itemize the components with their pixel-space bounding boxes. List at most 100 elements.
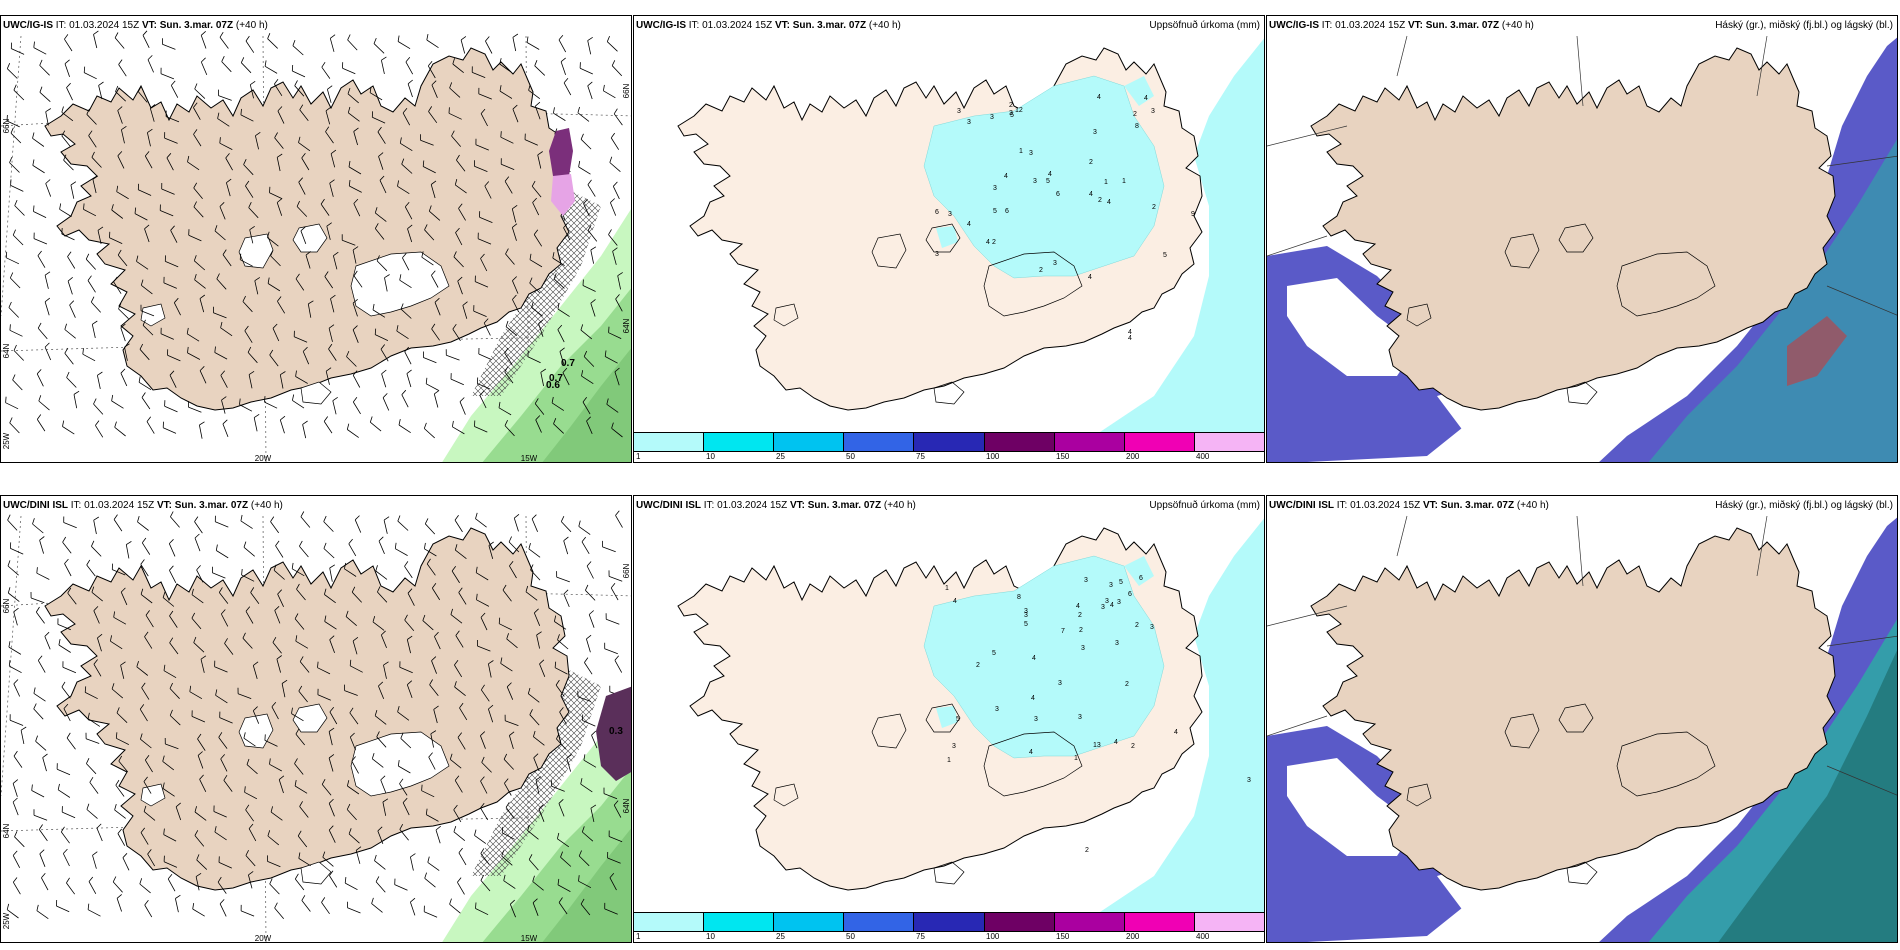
wind-barb bbox=[377, 826, 384, 845]
precip-value: 4 bbox=[1144, 95, 1148, 102]
wind-barb bbox=[63, 516, 77, 529]
wind-barb bbox=[503, 753, 514, 770]
wind-barb bbox=[538, 319, 544, 337]
panel-bottom-wind: 0.3 20W 15W 66N 64N 25W 66N 64N UWC/DINI ISL IT:… bbox=[0, 495, 632, 943]
glacier-outline bbox=[1566, 861, 1598, 885]
glacier-outline bbox=[933, 861, 965, 885]
wind-barb bbox=[62, 536, 72, 554]
init-time: IT: 01.03.2024 15Z bbox=[53, 20, 142, 31]
wind-barb bbox=[586, 416, 593, 434]
wind-barb bbox=[33, 703, 44, 720]
wind-barb bbox=[220, 609, 229, 627]
wind-barb bbox=[242, 632, 253, 649]
wind-barb bbox=[194, 516, 203, 534]
colorbar-segment bbox=[774, 433, 845, 451]
colorbar-tick-label: 10 bbox=[706, 452, 715, 461]
wind-barb bbox=[13, 344, 24, 361]
wind-barb bbox=[529, 253, 543, 268]
precip-value: 5 bbox=[1163, 252, 1167, 259]
wind-barb bbox=[90, 296, 101, 313]
wind-barb bbox=[434, 631, 441, 650]
colorbar-tick-label: 10 bbox=[706, 932, 715, 941]
glacier-outline bbox=[773, 303, 799, 327]
wind-barb bbox=[162, 421, 177, 434]
wind-barb bbox=[614, 655, 623, 673]
wind-barb bbox=[333, 251, 339, 270]
wind-barb bbox=[590, 246, 597, 264]
wind-barb bbox=[214, 225, 226, 241]
wind-barb bbox=[219, 711, 233, 724]
wind-barb bbox=[138, 376, 152, 391]
wind-barb bbox=[69, 300, 76, 318]
wind-barb bbox=[330, 149, 337, 168]
wind-barb bbox=[458, 847, 467, 866]
wind-barb bbox=[115, 779, 125, 797]
wind-barb bbox=[581, 370, 594, 385]
wind-barb bbox=[606, 35, 618, 52]
precip-value: 4 bbox=[1114, 739, 1118, 746]
wind-barb bbox=[87, 712, 101, 727]
wind-barb bbox=[144, 151, 153, 169]
wind-barb bbox=[70, 181, 77, 199]
precip-cell bbox=[596, 686, 631, 781]
glacier-outline bbox=[1558, 223, 1594, 253]
wind-barb bbox=[377, 586, 388, 603]
wind-barb bbox=[295, 273, 305, 291]
wind-barb bbox=[281, 679, 288, 698]
wind-barb bbox=[324, 615, 337, 630]
wind-barb bbox=[193, 102, 201, 120]
precip-value: 4 bbox=[986, 239, 990, 246]
glacier-outline bbox=[983, 731, 1083, 797]
colorbar-segment bbox=[634, 433, 705, 451]
wind-barb bbox=[164, 132, 178, 144]
wind-barb bbox=[274, 606, 281, 624]
wind-barb bbox=[604, 350, 618, 364]
wind-barb bbox=[424, 518, 436, 535]
wind-barb bbox=[397, 180, 410, 195]
panel-header: UWC/IG-IS IT: 01.03.2024 15Z VT: Sun. 3.… bbox=[636, 20, 901, 31]
wind-barb bbox=[10, 127, 22, 144]
precip-cell bbox=[551, 174, 575, 216]
wind-barb bbox=[325, 367, 332, 385]
wind-barb bbox=[426, 34, 439, 49]
wind-barb bbox=[188, 229, 202, 242]
wind-barb bbox=[73, 390, 80, 409]
wind-barb bbox=[474, 160, 488, 172]
wind-barb bbox=[269, 186, 283, 200]
precip-value: 3 bbox=[952, 743, 956, 750]
wind-barb bbox=[300, 511, 311, 528]
wind-barb bbox=[62, 661, 77, 674]
glacier-outline bbox=[773, 783, 799, 807]
wind-barb bbox=[345, 610, 357, 627]
wind-barb bbox=[83, 66, 97, 80]
wind-barb bbox=[219, 137, 233, 150]
wind-barb bbox=[454, 659, 463, 678]
precip-value: 2 bbox=[1009, 102, 1013, 109]
wind-barb bbox=[325, 106, 332, 125]
wind-barb bbox=[9, 714, 24, 726]
precip-value: 2 bbox=[1039, 267, 1043, 274]
wind-barb bbox=[380, 630, 387, 649]
wind-barb bbox=[169, 709, 181, 726]
precip-area-inland bbox=[923, 75, 1165, 279]
wind-barb bbox=[112, 876, 123, 893]
wind-barb bbox=[164, 737, 179, 750]
wind-barb bbox=[243, 732, 256, 747]
precip-value: 3 bbox=[1109, 582, 1113, 589]
wind-barb bbox=[140, 733, 152, 749]
wind-barb bbox=[400, 303, 412, 319]
wind-barb bbox=[431, 270, 439, 288]
wind-barb bbox=[36, 567, 50, 580]
precip-value: 4 bbox=[1004, 173, 1008, 180]
wind-barb bbox=[502, 584, 512, 602]
wind-barb bbox=[117, 249, 128, 267]
wind-barb bbox=[554, 615, 567, 630]
wind-barb bbox=[170, 511, 180, 528]
wind-barb bbox=[195, 872, 202, 891]
wind-barb bbox=[186, 327, 200, 342]
wind-barb bbox=[459, 397, 466, 415]
wind-barb bbox=[192, 903, 205, 917]
wind-barb bbox=[140, 559, 149, 577]
wind-barb bbox=[352, 636, 359, 655]
